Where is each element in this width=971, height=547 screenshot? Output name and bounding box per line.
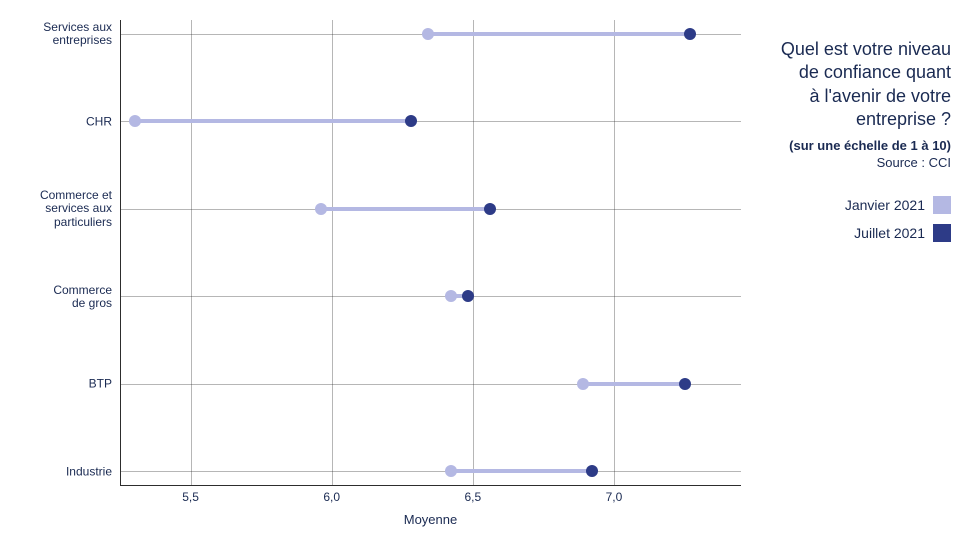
- gridline-vertical: [332, 20, 333, 485]
- plot-wrap: Services aux entreprises CHR Commerce et s…: [0, 20, 741, 486]
- dot-july: [679, 378, 691, 390]
- dot-january: [422, 28, 434, 40]
- dot-july: [586, 465, 598, 477]
- question-subtitle: (sur une échelle de 1 à 10): [761, 138, 951, 153]
- y-axis-labels: Services aux entreprises CHR Commerce et s…: [0, 20, 120, 486]
- plot-area: [120, 20, 741, 486]
- legend-item: Juillet 2021: [761, 224, 951, 242]
- y-category-label: Services aux entreprises: [43, 21, 112, 47]
- legend-label: Juillet 2021: [854, 225, 925, 241]
- dumbbell-connector: [135, 119, 411, 123]
- x-tick-label: 6,0: [323, 490, 340, 504]
- y-category-label: BTP: [89, 378, 112, 391]
- x-tick-label: 6,5: [464, 490, 481, 504]
- title-line: à l'avenir de votre: [809, 86, 951, 106]
- y-category-label: Commerce et services aux particuliers: [40, 189, 112, 229]
- chart-zone: Services aux entreprises CHR Commerce et s…: [0, 20, 741, 527]
- dot-january: [577, 378, 589, 390]
- dumbbell-connector: [451, 469, 592, 473]
- dot-july: [484, 203, 496, 215]
- title-line: de confiance quant: [799, 62, 951, 82]
- dumbbell-connector: [583, 382, 684, 386]
- side-panel: Quel est votre niveau de confiance quant…: [741, 20, 951, 527]
- chart-container: Services aux entreprises CHR Commerce et s…: [0, 0, 971, 547]
- dot-july: [405, 115, 417, 127]
- dot-january: [315, 203, 327, 215]
- x-tick-label: 7,0: [606, 490, 623, 504]
- dot-january: [129, 115, 141, 127]
- legend: Janvier 2021 Juillet 2021: [761, 196, 951, 242]
- title-line: entreprise ?: [856, 109, 951, 129]
- gridline-horizontal: [121, 296, 741, 297]
- dot-july: [684, 28, 696, 40]
- y-category-label: Industrie: [66, 465, 112, 478]
- dumbbell-connector: [321, 207, 490, 211]
- gridline-vertical: [614, 20, 615, 485]
- dot-january: [445, 465, 457, 477]
- dot-july: [462, 290, 474, 302]
- x-tick-label: 5,5: [182, 490, 199, 504]
- legend-label: Janvier 2021: [845, 197, 925, 213]
- title-line: Quel est votre niveau: [781, 39, 951, 59]
- x-axis-ticks: 5,5 6,0 6,5 7,0: [120, 486, 741, 510]
- legend-swatch: [933, 224, 951, 242]
- x-axis-label: Moyenne: [120, 512, 741, 527]
- gridline-vertical: [191, 20, 192, 485]
- gridline-horizontal: [121, 471, 741, 472]
- gridline-vertical: [473, 20, 474, 485]
- y-category-label: Commerce de gros: [53, 284, 112, 310]
- dumbbell-connector: [428, 32, 690, 36]
- legend-swatch: [933, 196, 951, 214]
- dot-january: [445, 290, 457, 302]
- question-title: Quel est votre niveau de confiance quant…: [761, 38, 951, 132]
- legend-item: Janvier 2021: [761, 196, 951, 214]
- source-label: Source : CCI: [761, 155, 951, 170]
- y-category-label: CHR: [86, 115, 112, 128]
